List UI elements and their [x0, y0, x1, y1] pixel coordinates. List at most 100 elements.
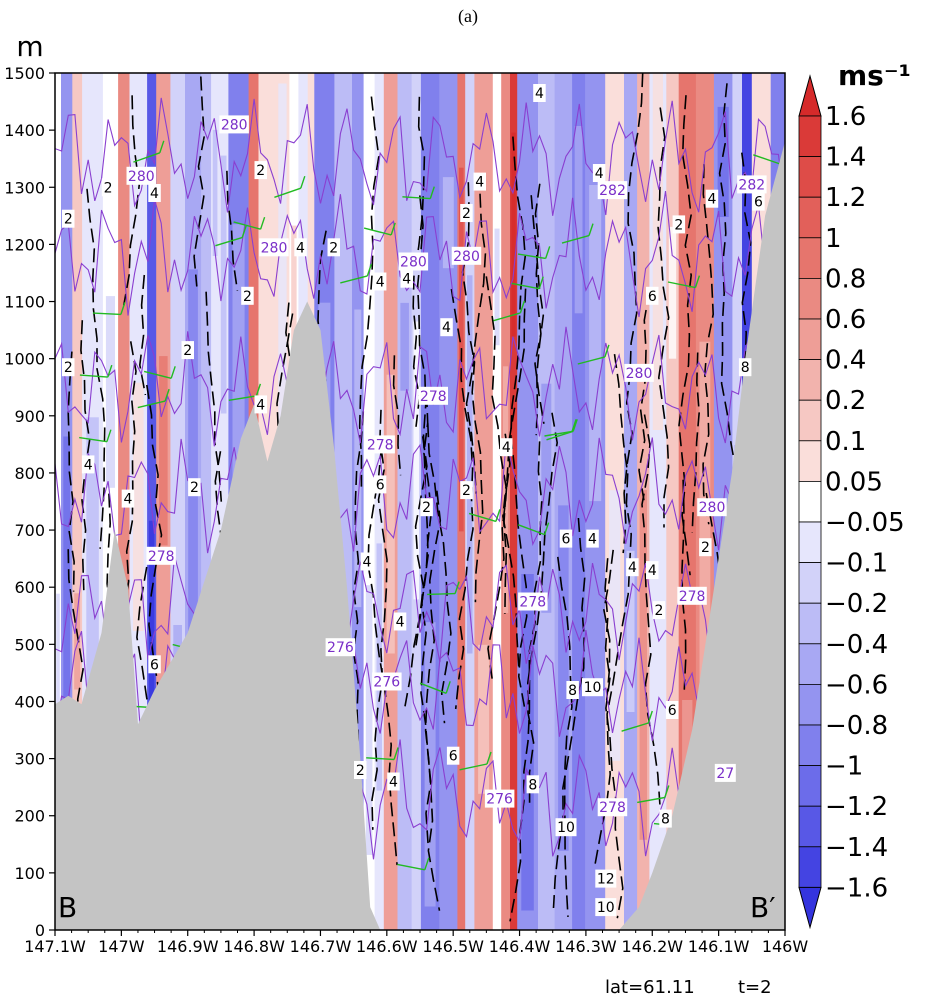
velocity-patch: [74, 593, 81, 690]
speed-contour-label: 4: [648, 563, 657, 579]
theta-contour-label: 278: [519, 595, 546, 611]
speed-contour-line: [67, 351, 75, 592]
colorbar-swatch: [798, 237, 822, 279]
speed-contour-line: [702, 164, 715, 525]
wind-barb: [621, 722, 649, 732]
theta-contour-label-bg: [372, 672, 402, 691]
colorbar-swatch: [798, 765, 822, 807]
colorbar-label: 0.05: [825, 467, 883, 497]
speed-contour-label: 10: [597, 900, 615, 916]
wind-barb: [79, 374, 108, 378]
speed-contour-label-bg: [672, 215, 686, 234]
colorbar: ms⁻¹ 1.6 1.4 1.2 1 0.8 0.6 0.4 0.2 0.1 0.05 −0.05 −…: [798, 59, 911, 930]
speed-contour-line: [86, 188, 106, 549]
x-tick-label: 146.9W: [157, 937, 219, 956]
speed-contour-label-bg: [582, 678, 603, 697]
colorbar-label: 0.4: [825, 346, 866, 376]
speed-contour-label: 4: [124, 492, 133, 508]
wind-barb: [753, 154, 781, 165]
colorbar-swatch: [798, 724, 822, 766]
velocity-patch: [105, 296, 115, 488]
theta-contour-label-bg: [484, 789, 515, 808]
speed-contour-line: [415, 195, 429, 646]
colorbar-swatch: [798, 440, 822, 482]
colorbar-label: 1.4: [825, 143, 866, 173]
theta-contour-label: 278: [599, 800, 626, 816]
wind-barb: [228, 395, 257, 401]
speed-contour-label: 6: [562, 532, 571, 548]
theta-contour-label: 280: [699, 500, 726, 516]
speed-contour-label: 8: [741, 360, 750, 376]
theta-contour-line: [55, 191, 785, 318]
velocity-band: [492, 73, 502, 930]
speed-contour-label-bg: [440, 318, 453, 337]
x-tick-label: 146.3W: [555, 937, 617, 956]
colorbar-swatch: [798, 115, 822, 157]
wind-barb: [366, 757, 395, 761]
speed-contour-label-bg: [592, 164, 606, 182]
wind-barb-feather: [538, 276, 544, 289]
y-tick-label: 1300: [4, 178, 45, 197]
panel-label: (a): [458, 6, 478, 27]
wind-barb-feather: [424, 857, 430, 871]
velocity-patch: [278, 83, 287, 441]
speed-contour-label-bg: [327, 238, 340, 257]
x-tick-label: 146.1W: [688, 937, 750, 956]
velocity-band: [72, 73, 83, 930]
colorbar-label: −0.2: [825, 589, 888, 619]
speed-contour-label-bg: [254, 161, 267, 180]
speed-contour-label-bg: [526, 775, 540, 794]
speed-contour-label-bg: [188, 478, 201, 497]
wind-barb: [215, 236, 243, 247]
theta-contour-line: [55, 97, 785, 216]
theta-contour-label: 276: [327, 640, 354, 656]
section-end-label: B′: [750, 891, 776, 924]
speed-contour-line: [465, 193, 487, 494]
speed-contour-label: 4: [396, 615, 405, 631]
theta-contour-label: 282: [738, 177, 765, 193]
wind-barb: [92, 312, 121, 316]
speed-contour-line: [622, 73, 644, 554]
theta-contour-label: 280: [221, 117, 248, 133]
velocity-patch: [63, 436, 71, 722]
theta-contour-label-bg: [597, 181, 628, 200]
velocity-patch: [639, 490, 647, 840]
wind-barb: [544, 430, 573, 437]
speed-contour-label-bg: [181, 341, 194, 360]
theta-contour-label-bg: [365, 435, 395, 454]
speed-contour-label: 4: [362, 555, 371, 571]
speed-contour-label-bg: [373, 272, 387, 291]
speed-contour-label: 4: [535, 86, 544, 102]
speed-contour-line: [594, 353, 633, 865]
colorbar-label: −0.1: [825, 549, 888, 579]
velocity-band: [147, 73, 157, 930]
wind-barb-feather: [486, 751, 492, 765]
speed-contour-label-bg: [354, 761, 367, 779]
terrain-profile: [55, 141, 785, 930]
theta-contour-label-bg: [518, 592, 548, 611]
speed-contour-label: 2: [674, 217, 683, 233]
wind-barb: [397, 863, 425, 871]
wind-barb-feather: [255, 383, 262, 397]
wind-barb: [493, 312, 521, 322]
colorbar-swatch: [798, 846, 822, 888]
speed-contour-label-bg: [62, 358, 75, 377]
colorbar-label: 0.2: [825, 386, 866, 416]
theta-contour-label-bg: [126, 166, 156, 185]
velocity-patch: [699, 341, 711, 709]
speed-contour-label: 4: [628, 560, 637, 576]
speed-contour-line: [420, 393, 433, 844]
velocity-patch: [682, 700, 693, 785]
speed-contour-label-bg: [148, 184, 161, 202]
speed-contour-label-bg: [400, 269, 413, 288]
wind-barb: [402, 196, 431, 200]
colorbar-label: 0.8: [825, 264, 866, 294]
wind-barb-feather: [572, 419, 578, 432]
colorbar-min-arrow: [798, 886, 822, 930]
velocity-patch: [424, 622, 436, 907]
speed-contour-label-bg: [148, 655, 161, 674]
x-tick-label: 146.8W: [223, 937, 285, 956]
wind-barb-feather: [454, 581, 460, 594]
